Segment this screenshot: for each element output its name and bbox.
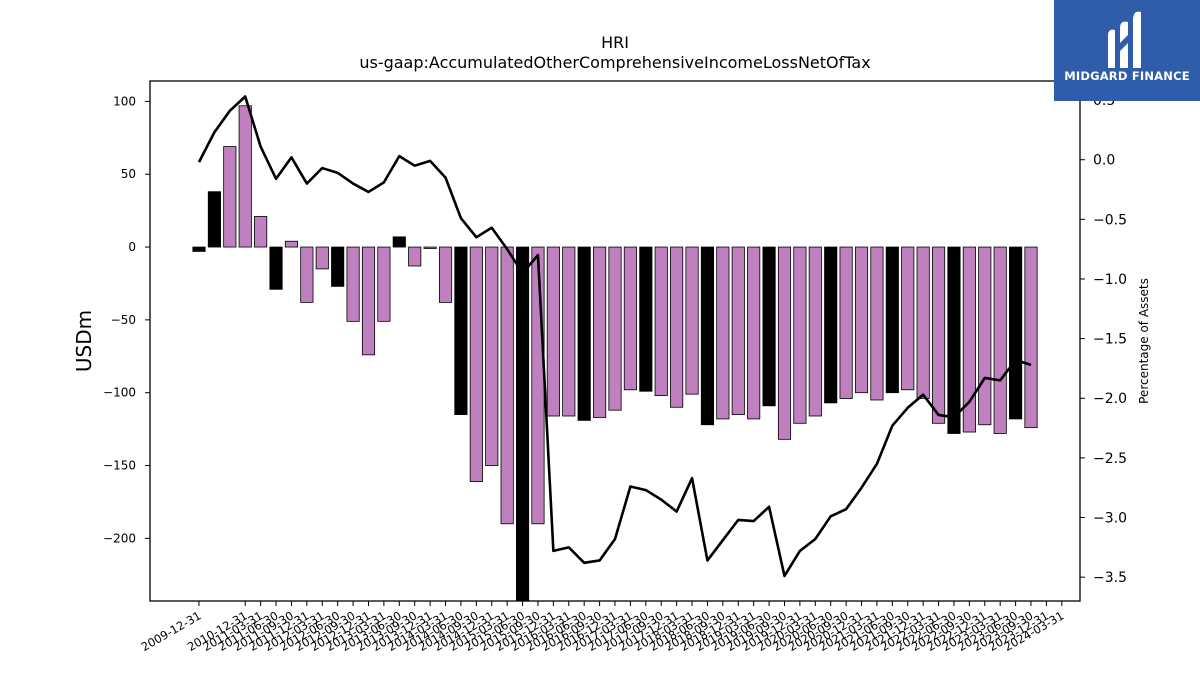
bar xyxy=(716,246,730,420)
bar xyxy=(238,105,252,248)
bar xyxy=(808,246,822,417)
bar xyxy=(408,246,422,267)
y-tick-label: 0 xyxy=(128,240,136,254)
y2-tick-label: −1.0 xyxy=(1093,272,1127,288)
bar xyxy=(577,246,591,421)
bar xyxy=(931,246,946,424)
bar xyxy=(423,246,437,249)
bar xyxy=(469,246,483,482)
bar xyxy=(438,246,453,303)
bar xyxy=(824,246,838,404)
bar xyxy=(854,246,869,394)
bar xyxy=(839,246,853,399)
bar xyxy=(670,246,684,408)
bar xyxy=(331,246,345,287)
y-axis-label: USDm xyxy=(72,310,96,372)
percentage-line xyxy=(197,95,1032,578)
bars-layer xyxy=(192,105,1038,602)
bar xyxy=(885,246,899,394)
y-tick-label: 50 xyxy=(121,167,136,181)
bar xyxy=(546,246,560,417)
bar xyxy=(870,246,884,401)
bar xyxy=(762,246,776,407)
bar xyxy=(947,246,961,434)
bar xyxy=(300,246,314,303)
logo-mark-icon xyxy=(1108,11,1141,69)
bar xyxy=(207,191,221,248)
line-layer xyxy=(197,95,1032,578)
chart-subtitle: us-gaap:AccumulatedOtherComprehensiveInc… xyxy=(359,53,870,72)
bar xyxy=(685,246,699,395)
bar xyxy=(377,246,391,322)
bar xyxy=(654,246,668,397)
bar xyxy=(962,246,976,433)
bar xyxy=(747,246,761,420)
bar xyxy=(731,246,745,415)
bar xyxy=(639,246,653,392)
bar xyxy=(361,246,376,356)
y2-tick-label: −2.5 xyxy=(1093,451,1127,467)
bar xyxy=(485,246,499,466)
bar xyxy=(500,246,514,525)
bar xyxy=(454,246,468,415)
y2-tick-label: −0.5 xyxy=(1093,212,1127,228)
bar xyxy=(315,246,329,270)
y2-tick-label: −1.5 xyxy=(1093,332,1127,348)
y2-tick-label: −2.0 xyxy=(1093,391,1127,407)
y2-axis-label: Percentage of Assets xyxy=(1137,278,1151,404)
bar xyxy=(993,246,1007,434)
bar xyxy=(254,216,268,248)
chart-title: HRI xyxy=(601,33,629,52)
bar xyxy=(223,146,237,248)
y-tick-label: −200 xyxy=(103,531,136,545)
bar xyxy=(269,246,283,290)
y-tick-label: −100 xyxy=(103,386,136,400)
bar xyxy=(192,246,206,252)
logo-text: MIDGARD FINANCE xyxy=(1064,69,1190,83)
bar xyxy=(1009,246,1023,420)
bar xyxy=(392,236,406,248)
bar xyxy=(562,246,576,417)
axes-layer: 100500−50−100−150−2000.50.0−0.5−1.0−1.5−… xyxy=(103,80,1127,654)
bar xyxy=(1024,246,1038,429)
bar xyxy=(593,246,607,418)
bar xyxy=(978,246,992,426)
bar xyxy=(700,246,715,426)
bar xyxy=(346,246,360,322)
bar xyxy=(608,246,622,411)
bar xyxy=(515,246,530,602)
bar xyxy=(284,240,299,248)
bar xyxy=(777,246,792,440)
bar xyxy=(623,246,637,391)
y2-tick-label: 0.0 xyxy=(1093,153,1115,169)
y2-tick-label: −3.0 xyxy=(1093,511,1127,527)
bar xyxy=(901,246,915,391)
bar xyxy=(793,246,807,424)
bar xyxy=(531,246,545,525)
y-tick-label: −150 xyxy=(103,459,136,473)
y2-tick-label: −3.5 xyxy=(1093,570,1127,586)
y-tick-label: 100 xyxy=(113,94,136,108)
midgard-finance-logo: MIDGARD FINANCE xyxy=(1054,0,1200,101)
bar xyxy=(916,246,930,399)
y-tick-label: −50 xyxy=(111,313,136,327)
